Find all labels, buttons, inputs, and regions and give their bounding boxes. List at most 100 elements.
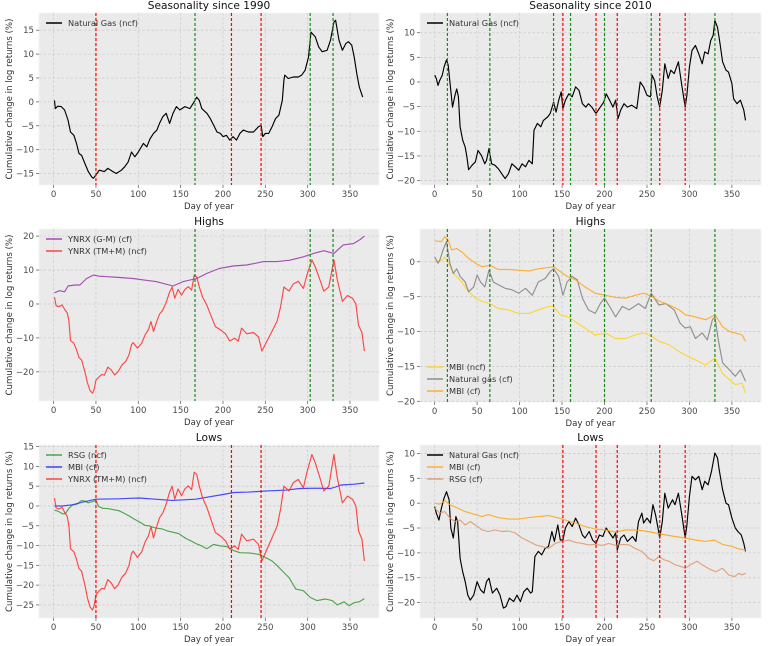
y-tick-label: −10 xyxy=(16,542,34,552)
plot-area xyxy=(38,12,380,186)
y-tick-label: 15 xyxy=(23,26,34,36)
y-tick-label: −20 xyxy=(16,368,34,378)
y-tick-label: 0 xyxy=(410,258,415,268)
x-tick-label: 100 xyxy=(130,406,146,416)
legend: YNRX (G-M) (cf) YNRX (TM+M) (ncf) xyxy=(46,234,147,256)
y-tick-label: −10 xyxy=(397,328,415,338)
x-tick-label: 200 xyxy=(596,623,612,633)
y-tick-label: −20 xyxy=(397,177,415,187)
legend-label: RSG (cf) xyxy=(449,474,483,484)
series-line-natural-gas-ncf xyxy=(434,19,747,180)
legend-item: MBI (cf) xyxy=(46,462,99,472)
x-tick-label: 0 xyxy=(432,623,437,633)
x-tick-label: 150 xyxy=(554,190,570,200)
y-tick-label: −5 xyxy=(402,524,415,534)
x-tick-label: 200 xyxy=(596,190,612,200)
x-axis-label: Day of year xyxy=(184,418,234,428)
y-axis-label: Cumulative change in log returns (%) xyxy=(5,19,15,180)
x-tick-label: 300 xyxy=(681,190,697,200)
y-tick-label: 5 xyxy=(29,74,34,84)
x-tick-label: 50 xyxy=(90,623,101,633)
series-group xyxy=(434,13,747,185)
y-tick-label: −10 xyxy=(16,334,34,344)
subplot-1: 0 50 100 150 200 250 300 350 −15 −10 −5 0 5 10 15 Seaso… xyxy=(5,0,380,212)
y-tick-label: −5 xyxy=(21,122,34,132)
y-tick-label: −5 xyxy=(402,293,415,303)
subplot-2: 0 50 100 150 200 250 300 350 −20 −15 −10 −5 0 5 10 Seas… xyxy=(386,0,762,212)
x-tick-label: 50 xyxy=(90,406,101,416)
y-tick-label: 0 xyxy=(29,300,34,310)
subplot-5: 0 50 100 150 200 250 300 350 −25 −20 −15 −10 −5 0 5 10 1… xyxy=(5,432,380,645)
legend-label: Natural Gas (ncf) xyxy=(449,450,519,460)
legend-label: YNRX (G-M) (cf) xyxy=(67,234,132,244)
legend-label: Natural Gas (ncf) xyxy=(68,18,138,28)
legend-item: YNRX (G-M) (cf) xyxy=(46,234,132,244)
legend-item: Natural gas (cf) xyxy=(427,374,513,384)
y-axis-label: Cumulative change in log returns (%) xyxy=(5,235,15,396)
x-tick-label: 300 xyxy=(299,406,315,416)
x-tick-label: 100 xyxy=(511,190,527,200)
y-tick-label: 5 xyxy=(410,53,415,63)
legend-label: MBI (ncf) xyxy=(449,362,486,372)
y-tick-label: 20 xyxy=(23,232,34,242)
y-tick-label: 5 xyxy=(410,474,415,484)
y-tick-label: −15 xyxy=(16,561,34,571)
y-tick-label: 0 xyxy=(29,502,34,512)
x-tick-label: 250 xyxy=(257,190,273,200)
legend-item: RSG (cf) xyxy=(427,474,483,484)
x-axis-label: Day of year xyxy=(184,202,234,212)
series-group xyxy=(434,445,747,618)
y-tick-label: −15 xyxy=(16,170,34,180)
legend-item: MBI (cf) xyxy=(427,462,480,472)
x-tick-label: 350 xyxy=(342,190,358,200)
x-tick-label: 0 xyxy=(51,190,56,200)
x-tick-label: 50 xyxy=(90,190,101,200)
x-axis-label: Day of year xyxy=(566,202,616,212)
x-tick-label: 300 xyxy=(299,623,315,633)
y-tick-label: 0 xyxy=(410,78,415,88)
legend-item: Natural Gas (ncf) xyxy=(46,18,138,28)
x-tick-label: 350 xyxy=(724,407,740,417)
legend-item: MBI (cf) xyxy=(427,386,480,396)
x-tick-label: 150 xyxy=(554,407,570,417)
series-line-rsg-cf xyxy=(434,507,746,578)
chart-title: Seasonality since 2010 xyxy=(529,0,652,12)
x-tick-label: 250 xyxy=(639,623,655,633)
x-tick-label: 350 xyxy=(724,190,740,200)
y-tick-label: 0 xyxy=(410,499,415,509)
x-tick-label: 200 xyxy=(215,406,231,416)
legend: Natural Gas (ncf) xyxy=(427,18,519,28)
y-axis-label: Cumulative change in log returns (%) xyxy=(386,235,396,396)
x-tick-label: 50 xyxy=(472,623,483,633)
x-tick-label: 100 xyxy=(130,190,146,200)
series-line-rsg-ncf xyxy=(54,499,365,607)
y-tick-label: −10 xyxy=(397,127,415,137)
chart-title: Lows xyxy=(196,432,222,444)
x-tick-label: 100 xyxy=(511,623,527,633)
y-tick-label: −10 xyxy=(16,146,34,156)
x-tick-label: 0 xyxy=(51,623,56,633)
x-tick-label: 300 xyxy=(299,190,315,200)
series-group xyxy=(53,229,365,401)
x-tick-label: 100 xyxy=(130,623,146,633)
series-line-mbi-cf xyxy=(54,482,365,507)
y-tick-label: −20 xyxy=(397,397,415,407)
x-tick-label: 200 xyxy=(596,407,612,417)
series-line-natural-gas-ncf xyxy=(434,452,747,609)
x-tick-label: 250 xyxy=(639,407,655,417)
y-tick-label: −5 xyxy=(402,103,415,113)
plot-area xyxy=(419,12,762,186)
series-line-ynrx-g-m-cf xyxy=(54,235,365,294)
x-tick-label: 50 xyxy=(472,407,483,417)
series-group xyxy=(53,445,365,618)
y-tick-label: −25 xyxy=(16,601,34,611)
legend-label: Natural gas (cf) xyxy=(449,374,513,384)
legend-item: RSG (ncf) xyxy=(46,450,107,460)
x-tick-label: 200 xyxy=(215,190,231,200)
legend-item: Natural Gas (ncf) xyxy=(427,18,519,28)
x-tick-label: 150 xyxy=(172,623,188,633)
legend-label: YNRX (TM+M) (ncf) xyxy=(67,246,147,256)
y-tick-label: −20 xyxy=(397,599,415,609)
y-tick-label: −10 xyxy=(397,549,415,559)
x-tick-label: 350 xyxy=(342,623,358,633)
